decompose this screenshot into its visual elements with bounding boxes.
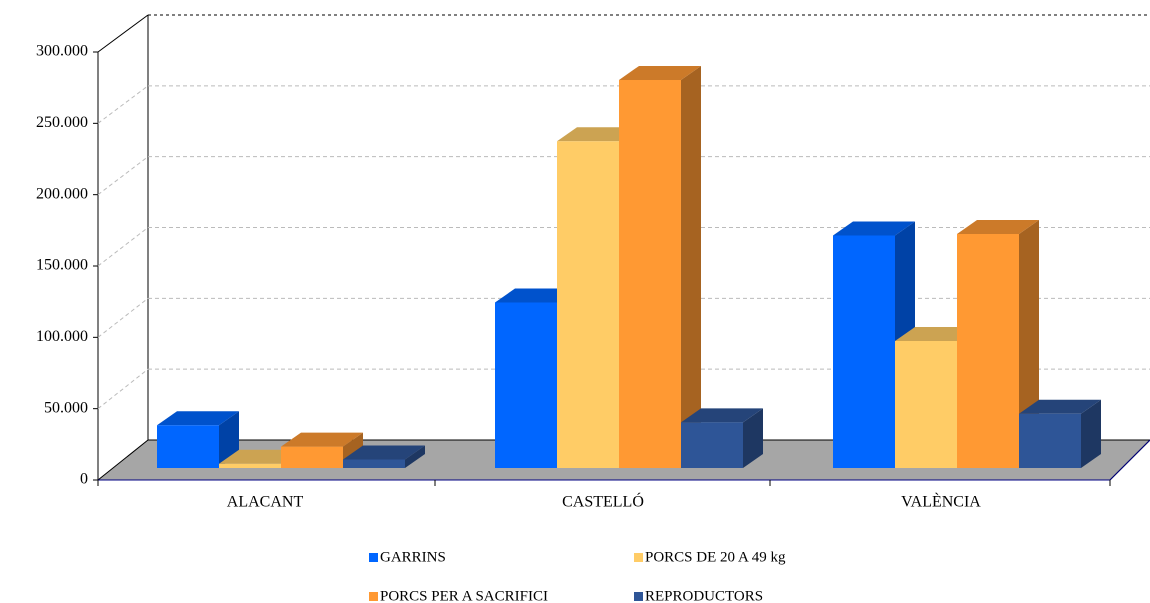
bar: [957, 220, 1039, 468]
bar-top: [281, 432, 363, 447]
y-tick-label: 250.000: [36, 114, 88, 131]
bar-side: [743, 408, 763, 468]
grid-line-side: [97, 156, 149, 196]
x-tick-label: CASTELLÓ: [562, 492, 644, 511]
bar-front: [619, 79, 681, 469]
bar-front: [957, 234, 1019, 468]
y-tick-label: 50.000: [44, 399, 88, 416]
bar-front: [281, 446, 343, 468]
bar-side: [1081, 399, 1101, 468]
bar-top: [833, 221, 915, 236]
x-tick-label: VALÈNCIA: [901, 492, 981, 511]
x-tick-label: ALACANT: [227, 494, 304, 511]
grid-line-side: [97, 368, 149, 410]
bar-front: [157, 425, 219, 468]
legend-label: PORCS DE 20 A 49 kg: [645, 549, 786, 565]
bar-front: [343, 459, 405, 468]
bar: [619, 65, 701, 469]
bar: [1019, 399, 1101, 468]
bar-top: [957, 220, 1039, 235]
bar-top: [557, 127, 639, 142]
bar-top: [895, 327, 977, 342]
bar-side: [405, 445, 425, 468]
legend-swatch: [634, 592, 643, 601]
bar-front: [219, 463, 281, 468]
legend-swatch: [369, 553, 378, 562]
bar-top: [681, 408, 763, 423]
grid-line-side: [97, 297, 149, 338]
bar-front: [895, 341, 957, 468]
bar-top: [219, 449, 301, 464]
legend-label: PORCS PER A SACRIFICI: [380, 588, 548, 603]
y-tick-label: 0: [80, 471, 88, 488]
bar: [343, 445, 425, 468]
bar-front: [557, 141, 619, 468]
legend-label: REPRODUCTORS: [645, 588, 763, 603]
bar-front: [833, 235, 895, 468]
bar-front: [495, 302, 557, 468]
bar-top: [157, 411, 239, 426]
bar-side: [681, 65, 701, 469]
wall-top-edge: [97, 14, 149, 53]
bar-top: [619, 65, 701, 80]
bar: [281, 432, 363, 468]
bar: [681, 408, 763, 468]
y-tick-label: 150.000: [36, 257, 88, 274]
legend-swatch: [634, 553, 643, 562]
bar-top: [1019, 399, 1101, 414]
bar-front: [681, 422, 743, 468]
bar-top: [343, 445, 425, 460]
legend-swatch: [369, 592, 378, 601]
y-tick-label: 100.000: [36, 328, 88, 345]
floor-edge: [1109, 439, 1150, 481]
y-tick-label: 300.000: [36, 43, 88, 60]
legend-label: GARRINS: [380, 549, 446, 565]
grid-line-side: [97, 85, 149, 124]
grid-line-side: [97, 227, 149, 267]
bar-top: [495, 288, 577, 303]
bar-front: [1019, 413, 1081, 468]
y-tick-label: 200.000: [36, 185, 88, 202]
